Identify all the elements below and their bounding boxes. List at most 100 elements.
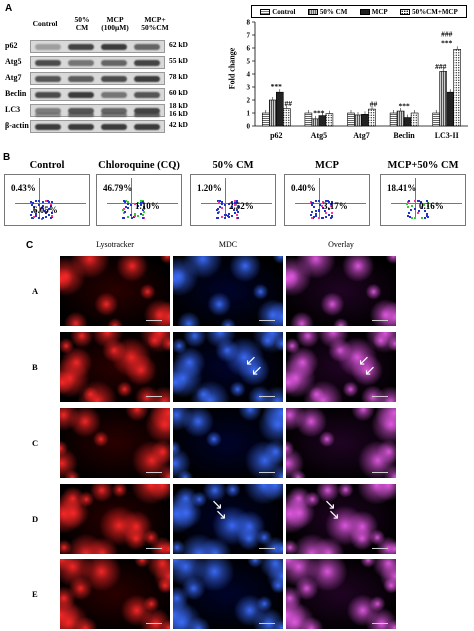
flow-lower-percent: 6.05% <box>33 205 58 215</box>
event-dot <box>30 216 33 219</box>
event-dot <box>410 217 413 220</box>
bar <box>439 71 447 127</box>
event-dot <box>236 213 239 216</box>
bar <box>282 108 291 127</box>
legend-item-mcp: MCP <box>359 8 388 16</box>
wb-band <box>68 108 94 114</box>
event-dot <box>331 201 334 204</box>
event-dot <box>310 210 313 213</box>
event-dot <box>312 206 315 209</box>
event-dot <box>32 201 35 204</box>
event-dot <box>314 213 317 216</box>
event-dot <box>30 213 33 216</box>
wb-band <box>68 76 94 82</box>
y-tick-label: 0 <box>247 123 251 131</box>
event-dot <box>406 201 409 204</box>
event-dot <box>233 200 236 203</box>
event-dot <box>417 209 420 212</box>
y-tick-label: 1 <box>247 110 251 118</box>
wb-blot-strip <box>30 104 165 117</box>
wb-band <box>35 124 61 130</box>
event-dot <box>417 211 420 214</box>
event-dot <box>228 202 231 205</box>
western-blot: Control 50% CM MCP (100μM) MCP+ 50%CM p6… <box>5 12 215 133</box>
event-dot <box>321 217 323 220</box>
wb-band <box>101 124 127 130</box>
event-dot <box>45 211 48 214</box>
event-dot <box>220 202 223 205</box>
event-dot <box>137 201 140 204</box>
event-dot <box>312 201 315 204</box>
bar <box>410 112 419 127</box>
event-dot <box>30 210 33 213</box>
quadrant-gate-horizontal <box>201 202 272 204</box>
event-dot <box>140 212 143 215</box>
flow-lower-percent: 3.17% <box>323 201 348 211</box>
event-dot <box>330 203 333 206</box>
event-dot <box>329 217 332 220</box>
event-dot <box>234 212 237 215</box>
event-dot <box>136 215 139 218</box>
quadrant-gate-vertical <box>224 178 226 219</box>
event-dot <box>324 200 327 202</box>
quadrant-gate-horizontal <box>391 202 462 204</box>
event-dot <box>227 212 230 215</box>
panel-c-label: C <box>26 240 34 251</box>
event-dot <box>330 215 333 218</box>
event-dot <box>321 206 324 209</box>
event-dot <box>141 209 144 212</box>
event-dot <box>235 209 238 212</box>
event-dot <box>325 211 328 214</box>
event-dot <box>35 215 38 218</box>
wb-band <box>101 108 127 114</box>
bar <box>261 112 270 127</box>
event-dot <box>315 215 318 218</box>
event-dot <box>30 200 33 203</box>
event-dot <box>44 210 47 213</box>
scale-bar <box>372 623 388 624</box>
bar <box>432 112 440 127</box>
event-dot <box>221 216 224 219</box>
event-dot <box>142 217 145 220</box>
flow-plot: 1.20% 2.52% <box>190 174 276 226</box>
wb-band <box>134 60 160 66</box>
event-dot <box>312 215 315 218</box>
event-dot <box>310 204 313 207</box>
event-dot <box>44 200 47 203</box>
bar <box>354 114 362 127</box>
event-dot <box>38 200 41 203</box>
significance-marker: *** <box>441 38 453 47</box>
bar <box>389 112 398 127</box>
micrograph: ↙ ↙ <box>173 332 283 402</box>
event-dot <box>50 215 53 218</box>
col-header-lysotracker: Lysotracker <box>96 240 134 249</box>
event-dot <box>406 203 409 206</box>
wb-kd-label: 55 kD <box>169 56 188 65</box>
wb-col-header: MCP+ 50%CM <box>141 15 169 32</box>
wb-band <box>35 108 61 114</box>
event-dot <box>421 217 424 220</box>
scale-bar <box>259 623 275 624</box>
event-dot <box>41 206 44 209</box>
wb-kd-label: 78 kD <box>169 72 188 81</box>
wb-blot-strip <box>30 88 165 101</box>
significance-marker: *** <box>271 82 283 91</box>
wb-blot-strip <box>30 56 165 69</box>
x-tick-label: Atg7 <box>353 131 369 140</box>
scale-bar <box>259 548 275 549</box>
event-dot <box>30 204 33 207</box>
micrograph <box>60 256 170 326</box>
flow-plot-title: MCP <box>315 160 339 171</box>
flow-plot: 0.43% 6.05% <box>4 174 90 226</box>
event-dot <box>216 200 219 203</box>
wb-band <box>68 113 94 117</box>
wb-band <box>134 113 160 117</box>
wb-blot-strip <box>30 72 165 85</box>
event-dot <box>408 211 411 214</box>
event-dot <box>134 212 137 215</box>
event-dot <box>126 202 129 205</box>
wb-band <box>101 60 127 66</box>
event-dot <box>310 216 313 219</box>
event-dot <box>224 216 227 219</box>
wb-kd-label: 62 kD <box>169 40 188 49</box>
